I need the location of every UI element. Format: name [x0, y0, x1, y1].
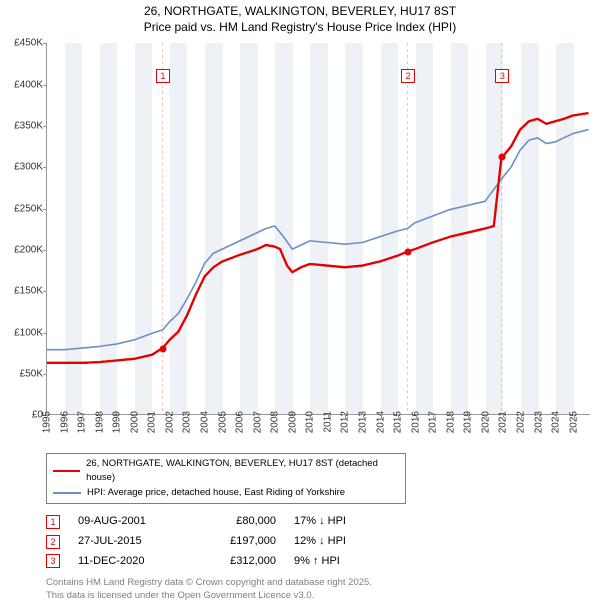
legend-row: HPI: Average price, detached house, East…	[53, 486, 399, 500]
marker-table-delta: 17% ↓ HPI	[294, 512, 384, 532]
x-tick-mark	[100, 414, 101, 418]
marker-table-num: 1	[46, 515, 60, 529]
x-tick-mark	[433, 414, 434, 418]
legend-label: 26, NORTHGATE, WALKINGTON, BEVERLEY, HU1…	[86, 457, 399, 486]
marker-table-price: £197,000	[196, 532, 276, 552]
legend-swatch	[53, 470, 80, 472]
x-tick-mark	[328, 414, 329, 418]
x-tick-mark	[205, 414, 206, 418]
x-tick-mark	[539, 414, 540, 418]
y-tick-label: £100K	[1, 327, 43, 338]
marker-table-price: £80,000	[196, 512, 276, 532]
footer-line2: This data is licensed under the Open Gov…	[46, 590, 600, 602]
y-tick-mark	[43, 43, 47, 44]
x-tick-mark	[135, 414, 136, 418]
x-tick-mark	[486, 414, 487, 418]
x-tick-mark	[310, 414, 311, 418]
x-tick-mark	[398, 414, 399, 418]
x-tick-mark	[187, 414, 188, 418]
x-tick-mark	[521, 414, 522, 418]
y-tick-mark	[43, 291, 47, 292]
x-tick-mark	[240, 414, 241, 418]
x-tick-mark	[117, 414, 118, 418]
y-tick-label: £250K	[1, 203, 43, 214]
marker-table-num: 3	[46, 554, 60, 568]
x-tick-mark	[363, 414, 364, 418]
legend-swatch	[53, 492, 81, 494]
x-tick-mark	[381, 414, 382, 418]
x-tick-mark	[556, 414, 557, 418]
y-tick-label: £150K	[1, 286, 43, 297]
y-tick-mark	[43, 126, 47, 127]
y-tick-label: £300K	[1, 162, 43, 173]
chart-title: 26, NORTHGATE, WALKINGTON, BEVERLEY, HU1…	[0, 0, 600, 35]
y-tick-label: £50K	[1, 368, 43, 379]
x-tick-mark	[416, 414, 417, 418]
footer-line1: Contains HM Land Registry data © Crown c…	[46, 577, 600, 589]
y-tick-mark	[43, 374, 47, 375]
y-tick-mark	[43, 85, 47, 86]
marker-table-delta: 9% ↑ HPI	[294, 552, 384, 572]
marker-table-num: 2	[46, 535, 60, 549]
title-line2: Price paid vs. HM Land Registry's House …	[0, 20, 600, 36]
legend-label: HPI: Average price, detached house, East…	[87, 486, 345, 500]
legend-row: 26, NORTHGATE, WALKINGTON, BEVERLEY, HU1…	[53, 457, 399, 486]
marker-table-date: 09-AUG-2001	[78, 512, 178, 532]
x-tick-mark	[258, 414, 259, 418]
marker-dot	[405, 249, 412, 256]
x-tick-mark	[275, 414, 276, 418]
y-tick-mark	[43, 209, 47, 210]
x-tick-mark	[47, 414, 48, 418]
legend-box: 26, NORTHGATE, WALKINGTON, BEVERLEY, HU1…	[46, 453, 406, 504]
marker-table-row: 2 27-JUL-2015 £197,000 12% ↓ HPI	[46, 532, 600, 552]
y-tick-mark	[43, 333, 47, 334]
title-line1: 26, NORTHGATE, WALKINGTON, BEVERLEY, HU1…	[0, 4, 600, 20]
chart-container: £0£50K£100K£150K£200K£250K£300K£350K£400…	[46, 43, 590, 415]
y-tick-mark	[43, 250, 47, 251]
plot-area: £0£50K£100K£150K£200K£250K£300K£350K£400…	[46, 43, 590, 415]
x-tick-mark	[223, 414, 224, 418]
marker-number-box: 2	[401, 69, 415, 83]
y-tick-label: £400K	[1, 79, 43, 90]
y-tick-label: £350K	[1, 120, 43, 131]
y-tick-label: £200K	[1, 244, 43, 255]
marker-number-box: 1	[156, 69, 170, 83]
marker-table-row: 1 09-AUG-2001 £80,000 17% ↓ HPI	[46, 512, 600, 532]
x-tick-mark	[451, 414, 452, 418]
marker-dot	[499, 154, 506, 161]
marker-number-box: 3	[495, 69, 509, 83]
x-tick-mark	[574, 414, 575, 418]
y-tick-label: £0	[1, 410, 43, 421]
marker-table-date: 11-DEC-2020	[78, 552, 178, 572]
marker-table-delta: 12% ↓ HPI	[294, 532, 384, 552]
series-line-hpi	[47, 130, 588, 350]
line-svg	[47, 43, 590, 414]
x-tick-mark	[293, 414, 294, 418]
x-tick-mark	[65, 414, 66, 418]
x-tick-mark	[82, 414, 83, 418]
marker-table: 1 09-AUG-2001 £80,000 17% ↓ HPI 2 27-JUL-2015…	[46, 512, 600, 571]
x-tick-mark	[503, 414, 504, 418]
y-tick-mark	[43, 167, 47, 168]
x-tick-mark	[468, 414, 469, 418]
x-tick-mark	[152, 414, 153, 418]
marker-table-price: £312,000	[196, 552, 276, 572]
marker-table-date: 27-JUL-2015	[78, 532, 178, 552]
marker-dot	[159, 346, 166, 353]
x-tick-mark	[345, 414, 346, 418]
series-line-property-top	[47, 113, 588, 363]
y-tick-label: £450K	[1, 38, 43, 49]
marker-table-row: 3 11-DEC-2020 £312,000 9% ↑ HPI	[46, 552, 600, 572]
x-tick-mark	[170, 414, 171, 418]
